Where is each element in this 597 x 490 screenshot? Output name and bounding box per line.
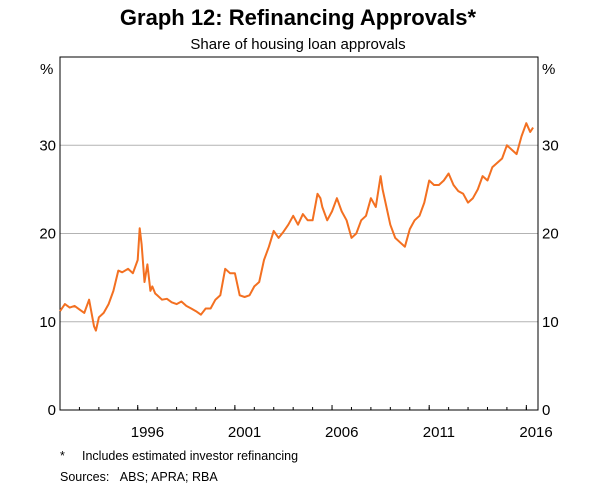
y-tick-right-20: 20 <box>542 226 559 243</box>
footnote: * Includes estimated investor refinancin… <box>60 449 298 463</box>
y-tick-left-10: 10 <box>39 314 56 331</box>
footnote-marker: * <box>60 449 65 463</box>
x-tick-2016: 2016 <box>519 424 552 441</box>
plot-frame <box>59 56 539 411</box>
chart-subtitle: Share of housing loan approvals <box>190 36 405 53</box>
y-unit-left: % <box>40 61 53 78</box>
y-tick-left-20: 20 <box>39 226 56 243</box>
x-tick-2006: 2006 <box>325 424 358 441</box>
x-tick-1996: 1996 <box>131 424 164 441</box>
y-tick-left-30: 30 <box>39 137 56 154</box>
sources-note: Sources: ABS; APRA; RBA <box>60 470 218 484</box>
y-tick-labels: 0 0 10 10 20 20 30 30 <box>39 137 558 419</box>
series-group <box>59 122 534 332</box>
x-tick-labels: 1996 2001 2006 2011 2016 <box>59 405 553 441</box>
chart-title: Graph 12: Refinancing Approvals* <box>120 5 477 30</box>
footnote-text: Includes estimated investor refinancing <box>82 449 299 463</box>
series-line-0 <box>59 122 534 332</box>
y-unit-right: % <box>542 61 555 78</box>
gridlines <box>60 144 538 323</box>
y-tick-right-0: 0 <box>542 402 550 419</box>
y-tick-right-10: 10 <box>542 314 559 331</box>
x-tick-2001: 2001 <box>228 424 261 441</box>
y-tick-left-0: 0 <box>48 402 56 419</box>
y-tick-right-30: 30 <box>542 137 559 154</box>
x-tick-2011: 2011 <box>423 424 455 441</box>
